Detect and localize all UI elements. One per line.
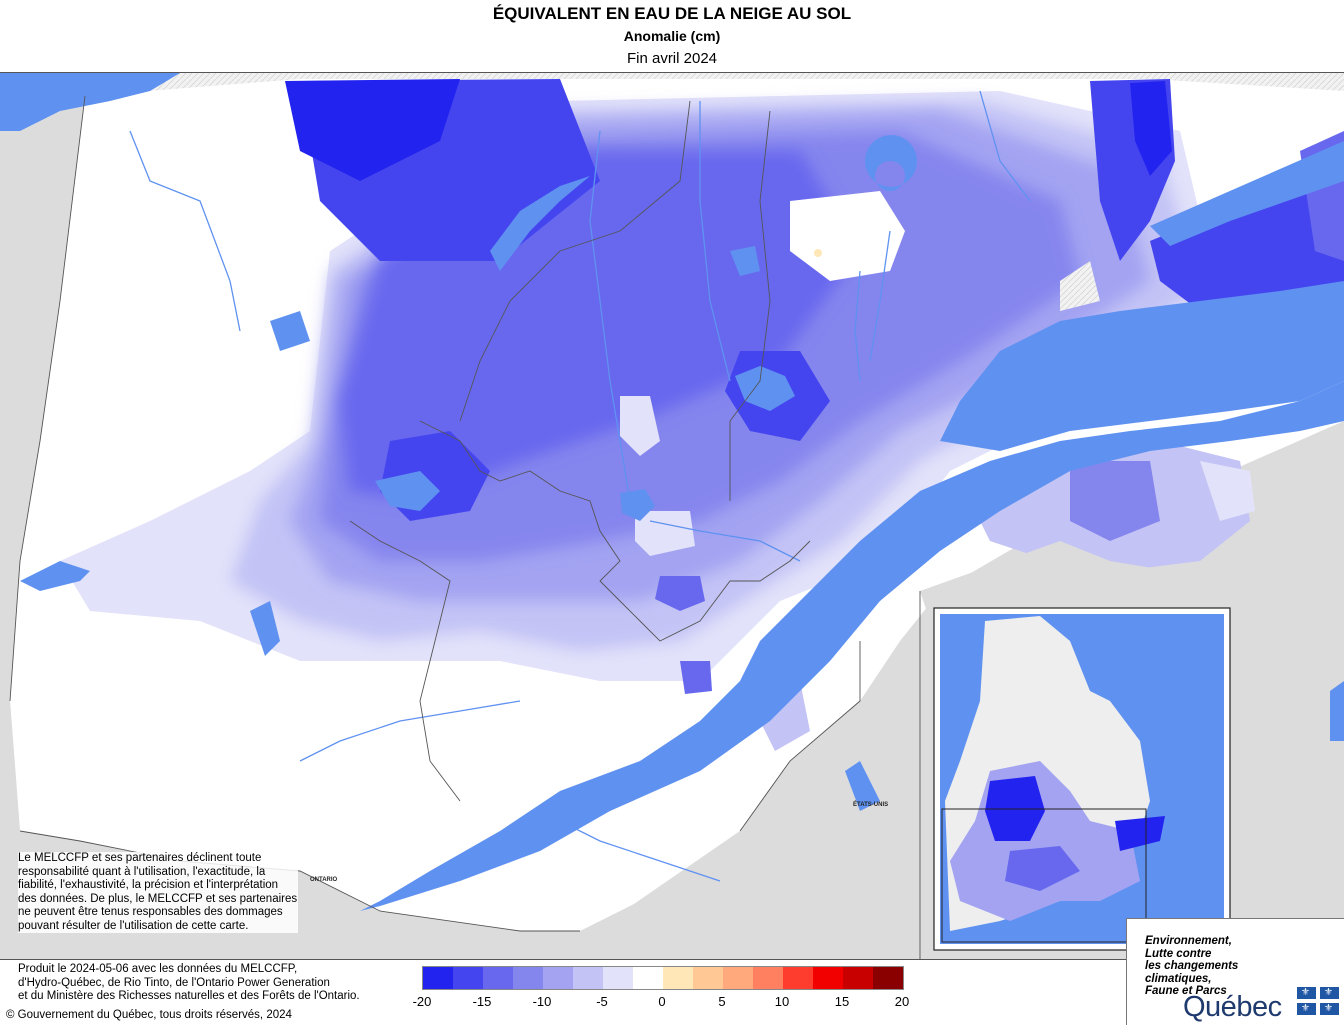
quebec-wordmark: Québec: [1183, 991, 1282, 1023]
usa-label: ÉTATS-UNIS: [853, 800, 888, 808]
ontario-label: ONTARIO: [310, 877, 338, 883]
legend-tick-label: 0: [658, 994, 666, 1009]
legend-tick-label: 15: [834, 994, 850, 1009]
legend-tick-label: 5: [718, 994, 726, 1009]
production-credits: Produit le 2024-05-06 avec les données d…: [18, 963, 408, 1004]
ministry-name-line: les changements: [1145, 960, 1239, 972]
region-boundaries: [9, 95, 921, 959]
legend-tick-label: -10: [532, 994, 552, 1009]
legend-swatch: [663, 967, 693, 989]
legend-swatch: [753, 967, 783, 989]
legend-tick-label: -20: [412, 994, 432, 1009]
ministry-name-line: Environnement,: [1145, 935, 1232, 947]
legend-swatch: [633, 967, 663, 989]
copyright-text: © Gouvernement du Québec, tous droits ré…: [6, 1009, 292, 1021]
map-period: Fin avril 2024: [626, 50, 718, 67]
ministry-name-line: climatiques,: [1145, 972, 1212, 985]
ontario-land: [0, 73, 85, 841]
legend-tick-label: 20: [894, 994, 910, 1009]
color-legend: -20 -15 -10 -5 0 5 10 15 20: [413, 966, 910, 1012]
legend-swatch: [543, 967, 573, 989]
legend-tick-label: -5: [596, 994, 608, 1009]
ministry-name: Environnement, Lutte contre les changeme…: [1145, 935, 1238, 998]
credits-line: d'Hydro-Québec, de Rio Tinto, de l'Ontar…: [18, 976, 330, 989]
legend-swatch: [693, 967, 723, 989]
map-subtitle: Anomalie (cm): [623, 28, 721, 44]
credits-line: et du Ministère des Richesses naturelles…: [18, 990, 360, 1002]
quebec-flag-icon: ⚜ ⚜ ⚜ ⚜: [1297, 987, 1339, 1015]
water-bodies: [0, 73, 1344, 911]
credits-line: Produit le 2024-05-06 avec les données d…: [18, 963, 298, 975]
usa-land: [580, 641, 930, 959]
snow-water-equivalent-map: ONTARIO ÉTATS-UNIS: [0, 72, 1344, 960]
legend-swatch: [513, 967, 543, 989]
ministry-logo: Environnement, Lutte contre les changeme…: [1126, 918, 1344, 1025]
legend-swatch: [453, 967, 483, 989]
legend-swatch: [813, 967, 843, 989]
rivers: [129, 90, 1031, 882]
ministry-name-line: Faune et Parcs: [1145, 985, 1227, 997]
legend-swatch: [873, 967, 903, 989]
legend-swatch: [423, 967, 453, 989]
legend-swatch: [723, 967, 753, 989]
disclaimer-text: Le MELCCFP et ses partenaires déclinent …: [18, 852, 298, 933]
inset-locator-map: [933, 607, 1231, 951]
legend-swatch: [603, 967, 633, 989]
ministry-name-line: Lutte contre: [1145, 947, 1212, 960]
legend-tick-label: 10: [774, 994, 790, 1009]
legend-swatch: [483, 967, 513, 989]
legend-swatch: [573, 967, 603, 989]
map-title: ÉQUIVALENT EN EAU DE LA NEIGE AU SOL: [492, 4, 852, 23]
legend-swatch: [783, 967, 813, 989]
legend-ticks: -20 -15 -10 -5 0 5 10 15 20: [413, 994, 910, 1012]
legend-swatches: [422, 966, 904, 990]
new-brunswick-land: [920, 541, 1240, 621]
legend-swatch: [843, 967, 873, 989]
legend-tick-label: -15: [472, 994, 492, 1009]
